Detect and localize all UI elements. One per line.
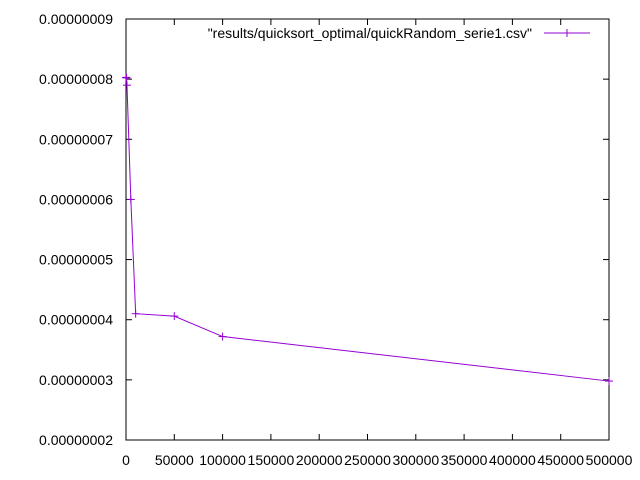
legend-label: "results/quicksort_optimal/quickRandom_s… (208, 25, 532, 41)
y-tick-label: 0.00000009 (39, 11, 113, 27)
legend: "results/quicksort_optimal/quickRandom_s… (208, 25, 590, 41)
series-line (125, 77, 610, 382)
data-point (605, 377, 613, 386)
series-layer (122, 73, 613, 386)
data-point (122, 73, 131, 82)
x-tick-label: 500000 (586, 452, 633, 468)
y-axis: 0.00000002 0.00000003 0.00000004 0.00000005… (39, 11, 609, 448)
y-tick-label: 0.00000003 (39, 372, 113, 388)
y-tick-label: 0.00000007 (39, 131, 113, 147)
data-point (126, 195, 135, 204)
x-tick-label: 300000 (392, 452, 439, 468)
x-tick-label: 450000 (537, 452, 584, 468)
y-tick-label: 0.00000002 (39, 432, 113, 448)
x-tick-label: 100000 (199, 452, 246, 468)
y-tick-label: 0.00000004 (39, 312, 113, 328)
data-point (170, 312, 179, 321)
y-tick-label: 0.00000008 (39, 71, 113, 87)
y-tick-label: 0.00000005 (39, 252, 113, 268)
x-tick-label: 350000 (441, 452, 488, 468)
x-tick-label: 0 (122, 452, 130, 468)
y-tick-label: 0.00000006 (39, 191, 113, 207)
data-point (122, 81, 131, 90)
x-tick-label: 250000 (344, 452, 391, 468)
x-tick-label: 200000 (296, 452, 343, 468)
x-tick-label: 50000 (155, 452, 194, 468)
data-point (131, 309, 140, 318)
x-tick-label: 150000 (248, 452, 295, 468)
plot-frame (125, 18, 610, 441)
x-axis: 0 50000 100000 150000 200000 250000 300000 3500… (122, 19, 633, 468)
x-tick-label: 400000 (489, 452, 536, 468)
data-point (218, 332, 227, 341)
